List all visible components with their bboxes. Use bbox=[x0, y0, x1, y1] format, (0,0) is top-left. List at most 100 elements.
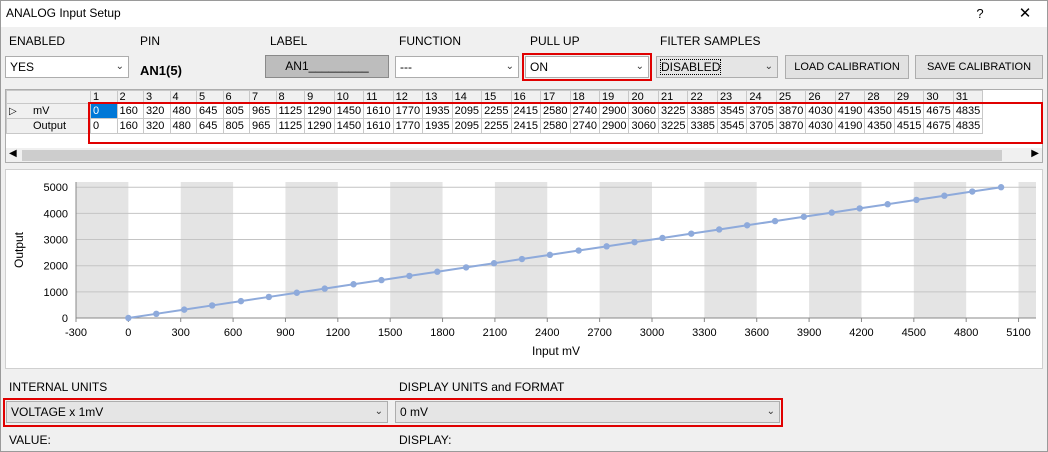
table-cell[interactable]: 965 bbox=[249, 118, 277, 134]
table-cell[interactable]: 480 bbox=[169, 103, 197, 119]
internal-units-select[interactable]: VOLTAGE x 1mV ⌄ bbox=[6, 401, 388, 423]
scroll-thumb[interactable] bbox=[22, 150, 1002, 161]
table-cell[interactable]: 2095 bbox=[451, 103, 483, 119]
enabled-select[interactable]: YES ⌄ bbox=[5, 56, 129, 78]
table-cell[interactable]: 4675 bbox=[923, 118, 954, 134]
column-header[interactable]: 20 bbox=[628, 90, 659, 104]
chart-band bbox=[1018, 182, 1036, 318]
data-point bbox=[153, 310, 160, 318]
row-header-output[interactable]: Output bbox=[6, 118, 91, 134]
load-calibration-button[interactable]: LOAD CALIBRATION bbox=[785, 55, 909, 79]
pull-up-highlight bbox=[522, 53, 652, 81]
data-point bbox=[913, 196, 920, 204]
column-header[interactable]: 31 bbox=[952, 90, 984, 104]
internal-units-value: VOLTAGE x 1mV bbox=[11, 405, 104, 419]
table-cell[interactable]: 1935 bbox=[422, 103, 453, 119]
function-select[interactable]: --- ⌄ bbox=[395, 56, 519, 78]
table-cell[interactable]: 1125 bbox=[275, 118, 306, 134]
table-cell[interactable]: 645 bbox=[196, 103, 224, 119]
column-header[interactable]: 30 bbox=[923, 90, 954, 104]
table-cell[interactable]: 4515 bbox=[893, 103, 925, 119]
x-tick-label: 3900 bbox=[797, 327, 821, 339]
function-label: FUNCTION bbox=[399, 34, 461, 48]
table-cell[interactable]: 2255 bbox=[481, 118, 512, 134]
data-point bbox=[125, 314, 132, 322]
help-button[interactable]: ? bbox=[976, 6, 984, 21]
scroll-right-icon[interactable]: ▶ bbox=[1031, 148, 1039, 159]
table-cell[interactable]: 4350 bbox=[864, 118, 895, 134]
table-cell[interactable]: 1290 bbox=[304, 118, 335, 134]
filter-samples-select[interactable]: DISABLED ⌄ bbox=[656, 56, 778, 78]
table-cell[interactable]: 1610 bbox=[363, 118, 394, 134]
table-cell[interactable]: 160 bbox=[116, 118, 144, 134]
column-header[interactable]: 12 bbox=[392, 90, 424, 104]
table-cell[interactable]: 0 bbox=[90, 118, 118, 134]
table-cell[interactable]: 2415 bbox=[510, 118, 542, 134]
column-header[interactable]: 24 bbox=[746, 90, 777, 104]
x-tick-label: 1200 bbox=[326, 327, 350, 339]
column-header[interactable]: 10 bbox=[333, 90, 365, 104]
table-cell[interactable]: 4190 bbox=[834, 103, 866, 119]
column-header[interactable]: 21 bbox=[657, 90, 689, 104]
calibration-highlight bbox=[88, 102, 1043, 144]
table-cell[interactable]: 965 bbox=[249, 103, 277, 119]
table-cell[interactable]: 4835 bbox=[952, 118, 984, 134]
save-calibration-button[interactable]: SAVE CALIBRATION bbox=[915, 55, 1043, 79]
row-label: mV bbox=[33, 105, 50, 117]
table-cell[interactable]: 320 bbox=[143, 103, 171, 119]
x-tick-label: 900 bbox=[276, 327, 294, 339]
column-header[interactable]: 2 bbox=[116, 90, 144, 104]
chevron-down-icon: ⌄ bbox=[635, 61, 644, 72]
table-cell[interactable]: 2095 bbox=[451, 118, 483, 134]
pull-up-select[interactable]: ON ⌄ bbox=[525, 56, 649, 78]
column-header[interactable]: 27 bbox=[834, 90, 866, 104]
table-cell[interactable]: 3385 bbox=[687, 118, 718, 134]
display-units-select[interactable]: 0 mV ⌄ bbox=[395, 401, 780, 423]
horizontal-scrollbar[interactable]: ◀ ▶ bbox=[6, 148, 1042, 162]
column-header[interactable]: 9 bbox=[304, 90, 335, 104]
table-cell[interactable]: 4350 bbox=[864, 103, 895, 119]
data-point bbox=[406, 272, 413, 280]
table-cell[interactable]: 320 bbox=[143, 118, 171, 134]
table-cell[interactable]: 2740 bbox=[569, 118, 601, 134]
column-header[interactable]: 11 bbox=[363, 90, 394, 104]
column-header[interactable]: 17 bbox=[540, 90, 571, 104]
table-cell[interactable]: 805 bbox=[222, 103, 250, 119]
column-header[interactable]: 22 bbox=[687, 90, 718, 104]
table-cell[interactable]: 805 bbox=[222, 118, 250, 134]
table-cell[interactable]: 3870 bbox=[775, 103, 807, 119]
table-cell[interactable]: 3225 bbox=[657, 118, 689, 134]
table-cell[interactable]: 1290 bbox=[304, 103, 335, 119]
filter-samples-value: DISABLED bbox=[659, 59, 722, 75]
y-axis-label: Output bbox=[12, 231, 26, 268]
table-cell[interactable]: 3705 bbox=[746, 118, 777, 134]
table-cell[interactable]: 4190 bbox=[834, 118, 866, 134]
label-input[interactable]: AN1_________ bbox=[265, 55, 389, 78]
data-point bbox=[716, 226, 723, 233]
table-cell[interactable]: 3385 bbox=[687, 103, 718, 119]
column-header[interactable]: 13 bbox=[422, 90, 453, 104]
table-cell[interactable]: 3870 bbox=[775, 118, 807, 134]
data-point bbox=[828, 209, 835, 216]
table-cell[interactable]: 2580 bbox=[540, 118, 571, 134]
table-cell[interactable]: 1770 bbox=[392, 118, 424, 134]
table-cell[interactable]: 480 bbox=[169, 118, 197, 134]
table-cell[interactable]: 1450 bbox=[333, 118, 365, 134]
scroll-left-icon[interactable]: ◀ bbox=[9, 148, 17, 159]
data-point bbox=[800, 213, 808, 220]
chart-band bbox=[180, 182, 234, 318]
data-point bbox=[181, 306, 188, 313]
column-header[interactable]: 5 bbox=[196, 90, 224, 104]
table-cell[interactable]: 2255 bbox=[481, 103, 512, 119]
table-cell[interactable]: 4675 bbox=[923, 103, 954, 119]
table-cell[interactable]: 1935 bbox=[422, 118, 453, 134]
table-cell[interactable]: 3225 bbox=[657, 103, 689, 119]
table-cell[interactable]: 3060 bbox=[628, 118, 659, 134]
table-cell[interactable]: 645 bbox=[196, 118, 224, 134]
table-cell[interactable]: 2900 bbox=[598, 118, 630, 134]
column-header[interactable]: 4 bbox=[169, 90, 197, 104]
x-tick-label: 0 bbox=[125, 327, 131, 339]
close-button[interactable]: ✕ bbox=[1018, 5, 1032, 22]
data-point bbox=[575, 247, 582, 254]
row-header-mv[interactable]: ▷ mV bbox=[6, 103, 91, 119]
